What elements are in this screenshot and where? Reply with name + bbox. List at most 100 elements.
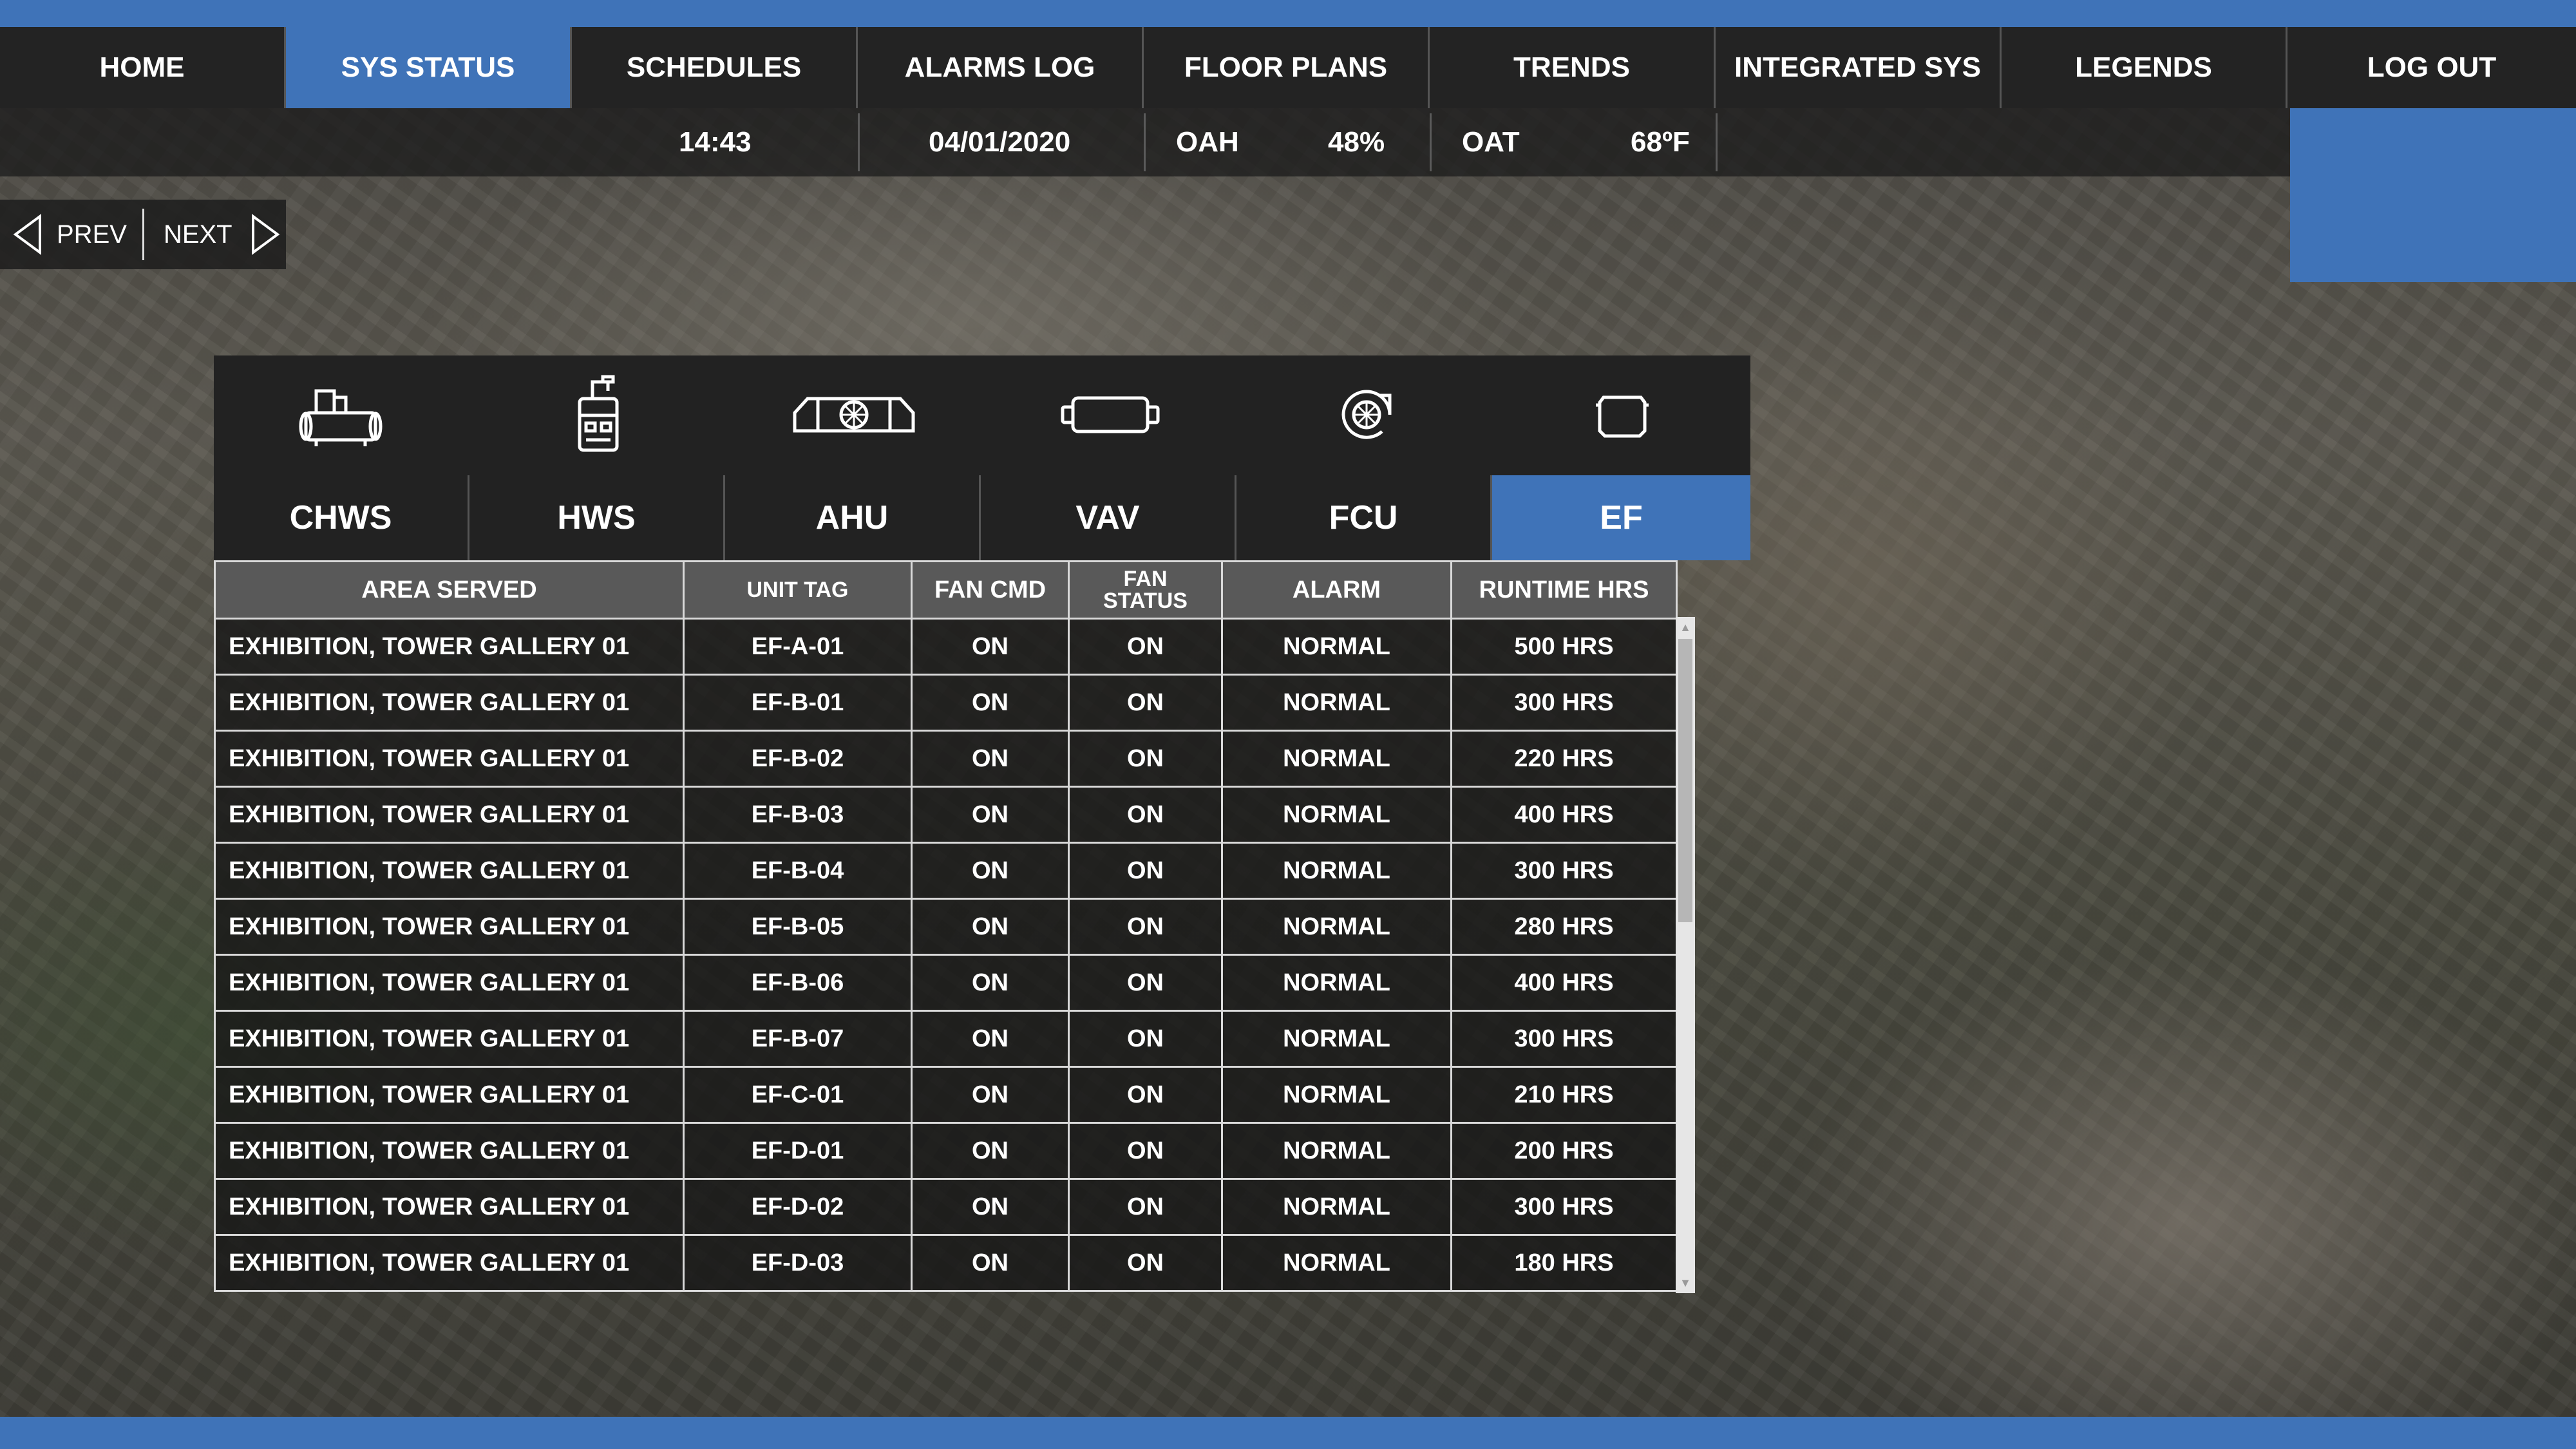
fan-cmd-cell: ON <box>911 1234 1070 1292</box>
nav-trends[interactable]: TRENDS <box>1430 27 1716 108</box>
fan-status-cell: ON <box>1068 618 1223 676</box>
nav-schedules[interactable]: SCHEDULES <box>572 27 858 108</box>
status-bar: 14:43 04/01/2020 OAH 48% OAT 68ºF <box>0 108 2290 176</box>
ef-status-table: AREA SERVED UNIT TAG FAN CMD FAN STATUS … <box>214 560 1678 1293</box>
prev-button[interactable]: PREV <box>12 200 127 269</box>
fan-cmd-cell: ON <box>911 1122 1070 1180</box>
oat-value: 68ºF <box>1631 126 1690 158</box>
table-row[interactable]: EXHIBITION, TOWER GALLERY 01 EF-A-01 ON ON N… <box>214 618 1678 676</box>
fan-cmd-cell: ON <box>911 1178 1070 1236</box>
col-alarm[interactable]: ALARM <box>1221 560 1452 620</box>
nav-sys-status[interactable]: SYS STATUS <box>286 27 572 108</box>
fan-cmd-cell: ON <box>911 898 1070 956</box>
nav-legends[interactable]: LEGENDS <box>2002 27 2287 108</box>
area-served-cell: EXHIBITION, TOWER GALLERY 01 <box>214 730 685 788</box>
table-row[interactable]: EXHIBITION, TOWER GALLERY 01 EF-B-03 ON ON N… <box>214 786 1678 844</box>
col-fan-status[interactable]: FAN STATUS <box>1068 560 1223 620</box>
chiller-icon[interactable] <box>214 355 470 474</box>
fan-status-cell: ON <box>1068 842 1223 900</box>
fan-cmd-cell: ON <box>911 1066 1070 1124</box>
current-date: 04/01/2020 <box>929 126 1071 158</box>
air-handler-icon[interactable] <box>726 355 982 474</box>
data-table: AREA SERVED UNIT TAG FAN CMD FAN STATUS … <box>214 560 1678 1292</box>
divider <box>1144 113 1146 171</box>
alarm-cell: NORMAL <box>1221 1178 1452 1236</box>
next-button[interactable]: NEXT <box>164 200 281 269</box>
chevron-right-icon <box>251 214 279 255</box>
scroll-thumb[interactable] <box>1678 639 1692 922</box>
exhaust-fan-icon[interactable] <box>1494 355 1750 474</box>
fan-cmd-cell: ON <box>911 842 1070 900</box>
area-served-cell: EXHIBITION, TOWER GALLERY 01 <box>214 786 685 844</box>
oat-label: OAT <box>1462 126 1520 158</box>
col-unit-tag[interactable]: UNIT TAG <box>683 560 913 620</box>
area-served-cell: EXHIBITION, TOWER GALLERY 01 <box>214 1122 685 1180</box>
table-row[interactable]: EXHIBITION, TOWER GALLERY 01 EF-D-03 ON ON N… <box>214 1234 1678 1292</box>
scroll-up-icon[interactable]: ▲ <box>1680 620 1691 634</box>
tab-chws[interactable]: CHWS <box>214 475 469 560</box>
fan-cmd-cell: ON <box>911 1010 1070 1068</box>
table-row[interactable]: EXHIBITION, TOWER GALLERY 01 EF-D-01 ON ON N… <box>214 1122 1678 1180</box>
divider <box>1430 113 1432 171</box>
tab-ahu[interactable]: AHU <box>725 475 981 560</box>
fan-cmd-cell: ON <box>911 786 1070 844</box>
nav-integrated-sys[interactable]: INTEGRATED SYS <box>1716 27 2002 108</box>
alarm-cell: NORMAL <box>1221 1234 1452 1292</box>
runtime-cell: 300 HRS <box>1450 1178 1678 1236</box>
alarm-cell: NORMAL <box>1221 618 1452 676</box>
table-row[interactable]: EXHIBITION, TOWER GALLERY 01 EF-B-02 ON ON N… <box>214 730 1678 788</box>
nav-home[interactable]: HOME <box>0 27 286 108</box>
alarm-cell: NORMAL <box>1221 898 1452 956</box>
scroll-down-icon[interactable]: ▼ <box>1680 1276 1691 1289</box>
fan-status-cell: ON <box>1068 674 1223 732</box>
oah-label: OAH <box>1176 126 1239 158</box>
table-scrollbar[interactable]: ▲ ▼ <box>1676 617 1695 1293</box>
fan-status-cell: ON <box>1068 1010 1223 1068</box>
top-accent-bar <box>0 0 2576 27</box>
fan-status-cell: ON <box>1068 898 1223 956</box>
unit-tag-cell: EF-B-06 <box>683 954 913 1012</box>
alarm-cell: NORMAL <box>1221 1122 1452 1180</box>
table-row[interactable]: EXHIBITION, TOWER GALLERY 01 EF-B-07 ON ON N… <box>214 1010 1678 1068</box>
table-row[interactable]: EXHIBITION, TOWER GALLERY 01 EF-B-04 ON ON N… <box>214 842 1678 900</box>
divider <box>1716 113 1718 171</box>
main-nav: HOME SYS STATUS SCHEDULES ALARMS LOG FLO… <box>0 27 2576 108</box>
col-fan-cmd[interactable]: FAN CMD <box>911 560 1070 620</box>
fan-cmd-cell: ON <box>911 730 1070 788</box>
alarm-cell: NORMAL <box>1221 954 1452 1012</box>
table-row[interactable]: EXHIBITION, TOWER GALLERY 01 EF-D-02 ON ON N… <box>214 1178 1678 1236</box>
divider <box>858 113 860 171</box>
fan-cmd-cell: ON <box>911 618 1070 676</box>
runtime-cell: 280 HRS <box>1450 898 1678 956</box>
nav-alarms-log[interactable]: ALARMS LOG <box>858 27 1144 108</box>
chevron-left-icon <box>13 214 41 255</box>
area-served-cell: EXHIBITION, TOWER GALLERY 01 <box>214 1066 685 1124</box>
alarm-cell: NORMAL <box>1221 786 1452 844</box>
tab-vav[interactable]: VAV <box>981 475 1236 560</box>
fan-coil-icon[interactable] <box>1238 355 1495 474</box>
tab-fcu[interactable]: FCU <box>1236 475 1492 560</box>
fan-status-cell: ON <box>1068 1234 1223 1292</box>
table-row[interactable]: EXHIBITION, TOWER GALLERY 01 EF-B-01 ON ON N… <box>214 674 1678 732</box>
col-area-served[interactable]: AREA SERVED <box>214 560 685 620</box>
fan-status-cell: ON <box>1068 786 1223 844</box>
alarm-cell: NORMAL <box>1221 674 1452 732</box>
vav-box-icon[interactable] <box>982 355 1238 474</box>
nav-log-out[interactable]: LOG OUT <box>2287 27 2576 108</box>
tab-hws[interactable]: HWS <box>469 475 725 560</box>
area-served-cell: EXHIBITION, TOWER GALLERY 01 <box>214 1010 685 1068</box>
table-row[interactable]: EXHIBITION, TOWER GALLERY 01 EF-B-06 ON ON N… <box>214 954 1678 1012</box>
accent-block <box>2290 108 2576 282</box>
table-row[interactable]: EXHIBITION, TOWER GALLERY 01 EF-C-01 ON ON N… <box>214 1066 1678 1124</box>
unit-tag-cell: EF-B-02 <box>683 730 913 788</box>
runtime-cell: 300 HRS <box>1450 842 1678 900</box>
unit-tag-cell: EF-C-01 <box>683 1066 913 1124</box>
col-runtime-hrs[interactable]: RUNTIME HRS <box>1450 560 1678 620</box>
unit-tag-cell: EF-D-02 <box>683 1178 913 1236</box>
boiler-icon[interactable] <box>470 355 726 474</box>
table-row[interactable]: EXHIBITION, TOWER GALLERY 01 EF-B-05 ON ON N… <box>214 898 1678 956</box>
unit-tag-cell: EF-B-03 <box>683 786 913 844</box>
tab-ef[interactable]: EF <box>1492 475 1750 560</box>
alarm-cell: NORMAL <box>1221 1010 1452 1068</box>
nav-floor-plans[interactable]: FLOOR PLANS <box>1144 27 1430 108</box>
